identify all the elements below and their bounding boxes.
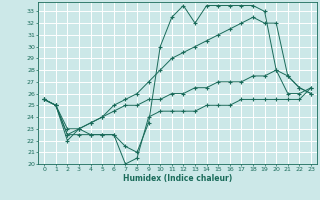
X-axis label: Humidex (Indice chaleur): Humidex (Indice chaleur) — [123, 174, 232, 183]
